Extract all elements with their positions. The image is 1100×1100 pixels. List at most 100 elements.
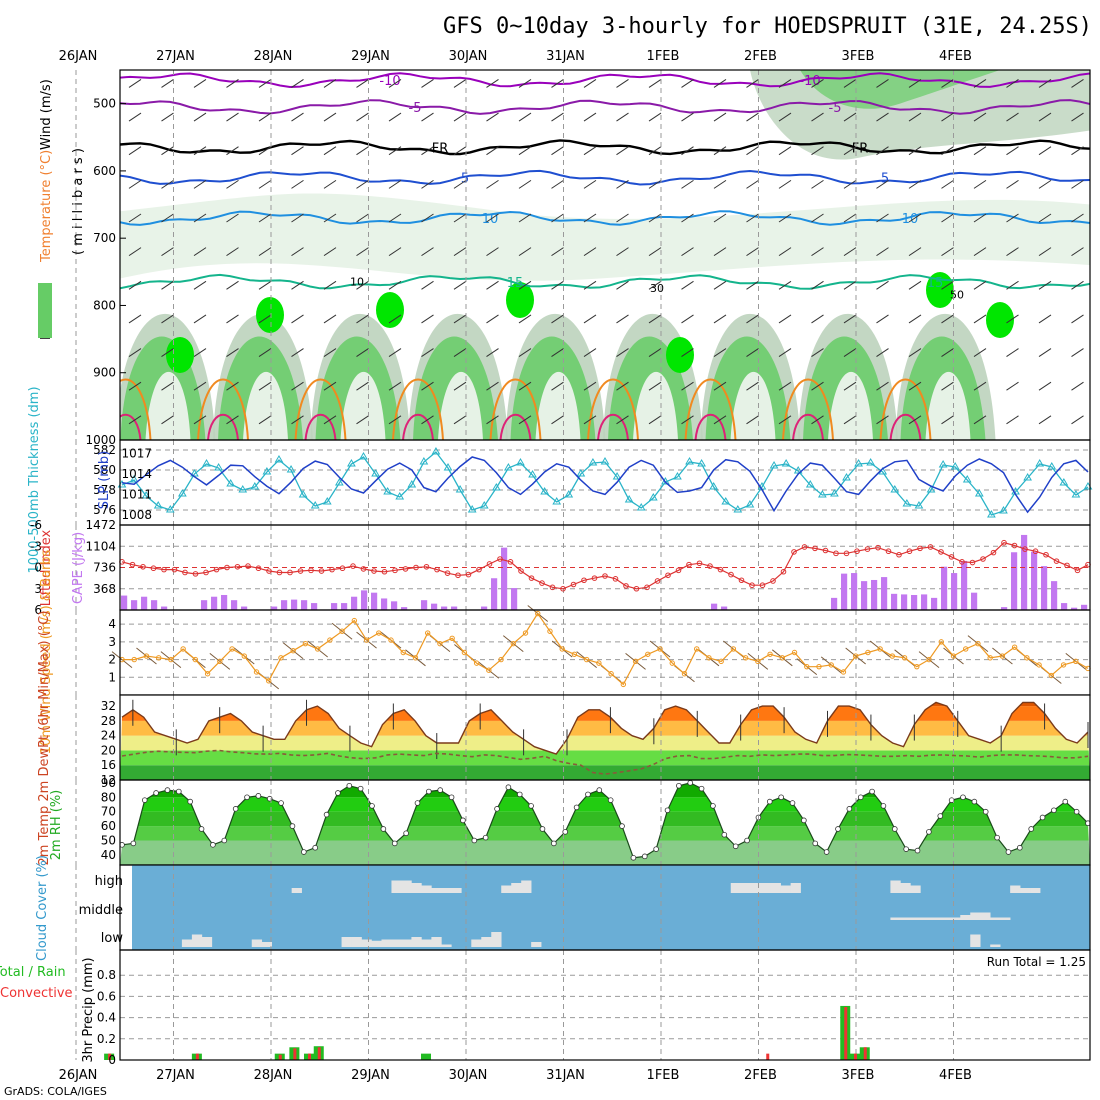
li-marker <box>507 559 514 565</box>
wind-speed-marker <box>278 655 284 661</box>
chart-title: GFS 0~10day 3-hourly for HOEDSPRUIT (31E… <box>443 14 1092 39</box>
cloud-low-bar <box>381 939 392 947</box>
li-marker <box>696 560 703 567</box>
li-marker <box>948 554 955 560</box>
thickness-marker <box>854 459 863 467</box>
wind-barb <box>778 146 792 156</box>
wind-barb <box>421 79 434 88</box>
thickness-tick-label: 576 <box>93 503 116 517</box>
wind-barb <box>356 247 369 257</box>
li-marker <box>287 569 293 576</box>
rh-marker <box>1017 844 1023 851</box>
cloud-high-bar <box>890 880 901 893</box>
dewpoint-line <box>121 749 1089 775</box>
isotherm-20 <box>489 378 542 440</box>
wind-barb <box>843 179 857 189</box>
thickness-marker <box>298 490 308 498</box>
ylabel-cloud: Cloud Cover (%) <box>35 855 50 961</box>
wind-barb <box>843 348 857 357</box>
li-marker <box>969 559 976 566</box>
wind-barb <box>713 415 727 425</box>
wind-barb <box>258 348 272 357</box>
li-marker <box>528 575 535 581</box>
thickness-marker <box>383 487 393 495</box>
wind-barb <box>876 348 889 357</box>
wind-barb <box>908 247 922 257</box>
rh-marker <box>710 803 716 809</box>
rh-marker <box>891 826 898 832</box>
wind-barb <box>453 179 467 189</box>
cloud-sky <box>132 865 1090 950</box>
wind-speed-marker <box>987 655 993 661</box>
legend-total-rain: Total / Rain <box>0 965 66 980</box>
wind-barb <box>1038 112 1052 122</box>
cloud-low-bar <box>990 944 1001 947</box>
wind-speed-marker <box>608 671 614 677</box>
cape-tick-label: 736 <box>93 561 116 575</box>
cape-bar <box>221 594 228 610</box>
wind-barb <box>1006 213 1019 223</box>
rh-marker <box>857 794 864 801</box>
li-marker <box>539 580 545 586</box>
wind-speed-marker <box>559 646 565 652</box>
isotherm-25 <box>207 413 239 440</box>
li-marker <box>959 559 965 565</box>
thickness-marker <box>153 501 163 509</box>
wind-barb <box>713 79 727 88</box>
li-marker <box>896 551 902 558</box>
li-tick-label: -3 <box>30 539 42 553</box>
precip-tick-label: 0 <box>108 1053 116 1067</box>
precip-tick-label: 0.4 <box>97 1011 116 1025</box>
cloud-high-bar <box>501 885 512 893</box>
wind-barb <box>356 213 369 223</box>
li-marker <box>707 563 713 569</box>
rh-marker <box>653 846 659 852</box>
wind-barb <box>973 79 987 88</box>
thickness-marker <box>322 497 332 505</box>
wind-barb <box>161 314 174 324</box>
rh-marker <box>744 837 750 844</box>
wind-barb <box>616 213 629 223</box>
wind-barb <box>876 213 889 223</box>
rh-marker <box>971 798 978 805</box>
precip-convective-bar <box>195 1053 199 1060</box>
wind-barb <box>421 381 434 391</box>
cape-bar <box>401 607 408 610</box>
cape-bar <box>211 596 218 610</box>
wind-speed-marker <box>645 651 651 657</box>
cloud-low-bar <box>361 939 372 947</box>
date-label-bottom: 28JAN <box>254 1068 293 1083</box>
date-label-bottom: 27JAN <box>156 1068 195 1083</box>
rh-shade-clear <box>925 371 971 440</box>
cape-bar <box>501 547 508 610</box>
li-line <box>121 542 1089 590</box>
cloud-level-label: high <box>95 874 123 889</box>
precip-convective-bar <box>863 1047 867 1060</box>
wind-speed-marker <box>828 662 834 668</box>
isotherm-20 <box>120 378 152 440</box>
rh-marker <box>471 837 478 844</box>
wind-barb <box>193 146 207 156</box>
wind-barb <box>193 381 207 391</box>
thickness-marker <box>636 503 646 511</box>
cape-bar <box>901 594 908 610</box>
wind-barb <box>876 415 889 425</box>
cape-bar <box>381 598 388 610</box>
wind-barb <box>193 179 207 189</box>
wind-speed-marker <box>400 649 406 656</box>
wind-barb <box>746 348 759 357</box>
cape-bar <box>341 603 348 610</box>
cloud-high-bar <box>740 883 752 893</box>
wind-barb <box>941 415 954 425</box>
date-label-top: 31JAN <box>546 49 585 64</box>
wind-barb <box>811 213 824 223</box>
cloud-high-bar <box>291 888 302 893</box>
rh-marker <box>391 840 398 847</box>
wind-barb <box>291 348 304 357</box>
wind-barb <box>551 112 564 122</box>
cloud-high-bar <box>521 880 532 893</box>
precip-tick-label: 0.8 <box>97 968 116 982</box>
pressure-tick-label: 500 <box>93 97 116 111</box>
cloud-low-bar <box>970 934 981 947</box>
rh-shade-upper <box>120 193 1090 281</box>
